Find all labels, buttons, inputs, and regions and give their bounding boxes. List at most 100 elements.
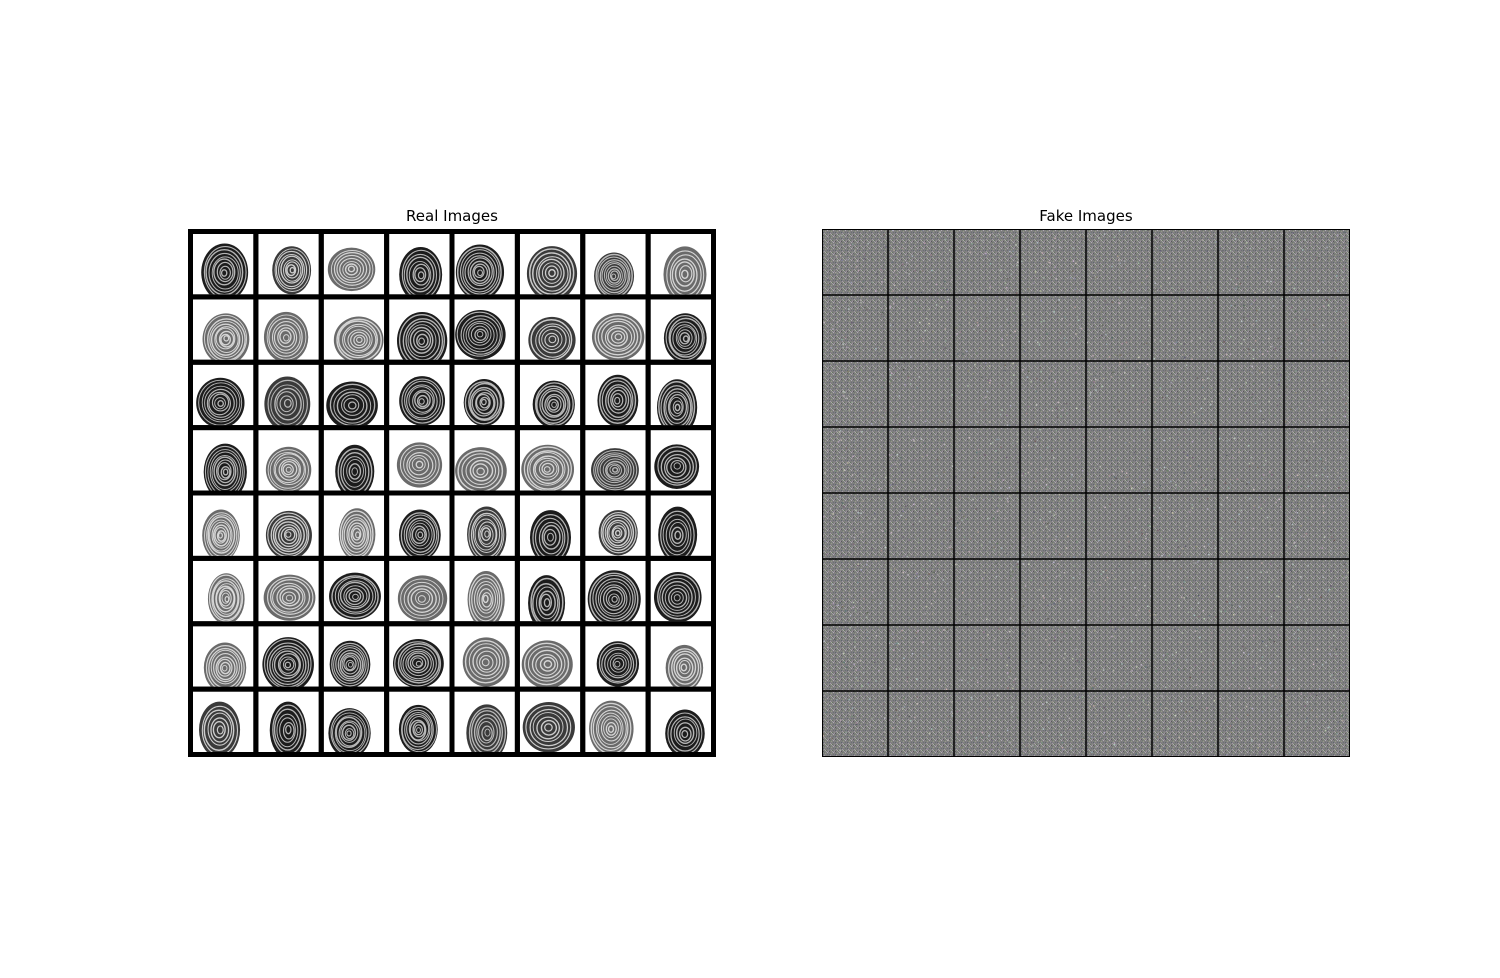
fake-image-tile — [888, 361, 954, 427]
fake-image-tile — [1086, 559, 1152, 625]
fake-image-tile — [1284, 427, 1350, 493]
fake-image-tile — [1284, 361, 1350, 427]
real-image-tile — [585, 495, 646, 556]
fake-image-tile — [1086, 229, 1152, 295]
fake-image-tile — [1020, 493, 1086, 559]
real-image-tile — [519, 626, 581, 687]
real-image-tile — [323, 234, 385, 295]
fake-image-tile — [1086, 295, 1152, 361]
real-image-tile — [650, 364, 711, 426]
fake-images-grid — [822, 229, 1350, 757]
real-image-tile — [193, 495, 254, 556]
real-image-tile — [650, 626, 711, 687]
fake-image-tile — [954, 559, 1020, 625]
real-image-tile — [454, 626, 515, 687]
real-image-tile — [519, 495, 581, 556]
fake-image-tile — [1086, 691, 1152, 757]
real-image-tile — [389, 691, 450, 752]
real-image-tile — [650, 560, 711, 622]
real-image-tile — [193, 691, 254, 752]
fake-image-tile — [954, 625, 1020, 691]
real-image-tile — [323, 495, 385, 556]
real-image-tile — [193, 560, 254, 622]
real-image-tile — [585, 626, 646, 687]
real-image-tile — [323, 560, 385, 622]
fake-image-tile — [1086, 493, 1152, 559]
real-image-tile — [389, 299, 450, 360]
real-image-tile — [454, 299, 515, 360]
real-image-tile — [258, 626, 319, 687]
fake-image-tile — [822, 691, 888, 757]
fake-image-tile — [1218, 625, 1284, 691]
real-image-tile — [454, 234, 515, 295]
real-image-tile — [258, 495, 319, 556]
real-image-tile — [323, 364, 385, 426]
fake-image-tile — [888, 625, 954, 691]
fake-image-tile — [822, 559, 888, 625]
real-image-tile — [389, 626, 450, 687]
fake-image-tile — [1020, 559, 1086, 625]
real-image-tile — [193, 234, 254, 295]
real-image-tile — [389, 364, 450, 426]
fake-image-tile — [1020, 295, 1086, 361]
fake-image-tile — [1152, 361, 1218, 427]
real-image-tile — [585, 691, 646, 752]
fake-image-tile — [1020, 229, 1086, 295]
fake-image-tile — [1020, 427, 1086, 493]
real-image-tile — [585, 430, 646, 491]
real-image-tile — [585, 299, 646, 360]
fake-image-tile — [1284, 295, 1350, 361]
fake-image-tile — [822, 229, 888, 295]
fake-image-tile — [822, 493, 888, 559]
real-image-tile — [519, 560, 581, 622]
real-image-tile — [585, 234, 646, 295]
fake-image-tile — [954, 295, 1020, 361]
fake-image-tile — [954, 493, 1020, 559]
fake-image-tile — [1218, 229, 1284, 295]
real-image-tile — [650, 691, 711, 752]
real-image-tile — [323, 691, 385, 752]
fake-image-tile — [822, 625, 888, 691]
fake-image-tile — [1152, 427, 1218, 493]
real-image-tile — [389, 234, 450, 295]
real-image-tile — [323, 626, 385, 687]
real-image-tile — [193, 626, 254, 687]
fake-image-tile — [888, 295, 954, 361]
fake-image-tile — [1086, 361, 1152, 427]
real-image-tile — [519, 364, 581, 426]
real-image-tile — [454, 430, 515, 491]
real-image-tile — [389, 560, 450, 622]
real-image-tile — [519, 299, 581, 360]
real-image-tile — [389, 430, 450, 491]
real-image-tile — [454, 560, 515, 622]
fake-image-tile — [888, 229, 954, 295]
real-image-tile — [454, 495, 515, 556]
fake-image-tile — [1218, 427, 1284, 493]
fake-image-tile — [822, 427, 888, 493]
real-image-tile — [193, 430, 254, 491]
fake-image-tile — [1152, 559, 1218, 625]
fake-image-tile — [822, 295, 888, 361]
real-image-tile — [650, 299, 711, 360]
real-image-tile — [585, 560, 646, 622]
real-image-tile — [193, 364, 254, 426]
real-image-tile — [258, 560, 319, 622]
fake-image-tile — [1284, 493, 1350, 559]
real-image-tile — [454, 691, 515, 752]
fake-image-tile — [954, 229, 1020, 295]
fake-image-tile — [888, 427, 954, 493]
fake-image-tile — [1152, 295, 1218, 361]
real-image-tile — [389, 495, 450, 556]
real-image-tile — [519, 234, 581, 295]
real-image-tile — [650, 234, 711, 295]
fake-image-tile — [1218, 493, 1284, 559]
fake-image-tile — [1020, 691, 1086, 757]
real-image-tile — [650, 495, 711, 556]
fake-image-tile — [1020, 361, 1086, 427]
real-image-tile — [258, 234, 319, 295]
real-image-tile — [258, 299, 319, 360]
fake-image-tile — [954, 427, 1020, 493]
real-image-tile — [519, 691, 581, 752]
fake-image-tile — [1284, 691, 1350, 757]
fake-image-tile — [1152, 625, 1218, 691]
